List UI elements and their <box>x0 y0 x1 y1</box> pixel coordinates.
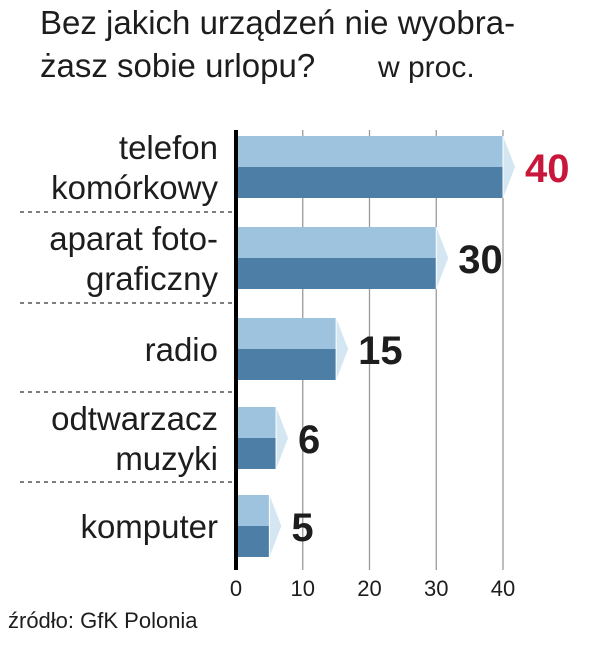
bar-top <box>236 227 437 258</box>
value-label: 5 <box>291 506 313 550</box>
bar-top <box>236 407 277 438</box>
bar-top <box>236 318 337 349</box>
bar-top <box>236 495 270 526</box>
category-label: graficzny <box>86 260 219 297</box>
value-label: 6 <box>298 418 320 462</box>
bar-bottom <box>236 167 503 198</box>
chart-title-line: Bez jakich urządzeń nie wyobra- <box>40 4 515 41</box>
x-tick-label: 0 <box>230 576 242 601</box>
bar-bottom <box>236 438 277 469</box>
bar-tip <box>336 318 349 380</box>
x-tick-label: 20 <box>357 576 381 601</box>
value-label: 40 <box>525 147 570 191</box>
x-tick-label: 10 <box>291 576 315 601</box>
x-tick-label: 30 <box>424 576 448 601</box>
bar-top <box>236 136 503 167</box>
category-label: odtwarzacz <box>51 400 218 437</box>
category-label: aparat foto- <box>49 220 218 257</box>
category-label: radio <box>145 331 218 368</box>
unit-label: w proc. <box>377 51 475 84</box>
category-label: komórkowy <box>51 169 218 206</box>
source-label: źródło: GfK Polonia <box>8 608 198 633</box>
category-label: muzyki <box>115 440 218 477</box>
bar-tip <box>436 227 449 289</box>
bar-bottom <box>236 258 437 289</box>
value-label: 15 <box>358 329 403 373</box>
category-label: komputer <box>80 508 218 545</box>
bar-bottom <box>236 349 337 380</box>
x-tick-label: 40 <box>491 576 515 601</box>
bar-tip <box>503 136 515 198</box>
bar-tip <box>269 495 282 557</box>
chart-title-line: żasz sobie urlopu? <box>40 47 315 84</box>
value-label: 30 <box>458 238 503 282</box>
bar-bottom <box>236 526 270 557</box>
category-label: telefon <box>119 129 218 166</box>
bar-tip <box>276 407 289 469</box>
